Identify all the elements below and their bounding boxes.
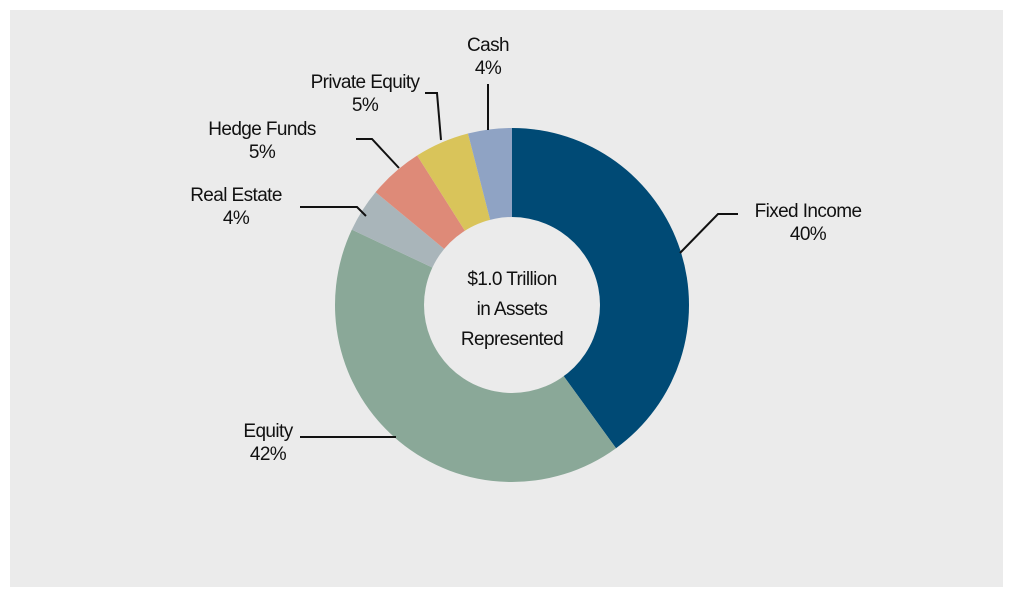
leader-line bbox=[425, 92, 442, 141]
slice-value-label: 5% bbox=[249, 142, 276, 163]
donut-hole bbox=[424, 217, 600, 393]
leader-line bbox=[356, 138, 400, 169]
slice-label: Cash bbox=[467, 35, 509, 56]
slice-label: Fixed Income bbox=[755, 201, 862, 222]
slice bbox=[512, 128, 689, 449]
center-label: $1.0 Trillion bbox=[467, 269, 556, 290]
slice-value-label: 4% bbox=[223, 208, 250, 229]
slice-value-label: 40% bbox=[790, 224, 827, 245]
slice-label: Real Estate bbox=[190, 185, 282, 206]
slice-value-label: 5% bbox=[352, 95, 379, 116]
leader-line bbox=[679, 213, 738, 254]
center-label: in Assets bbox=[477, 299, 548, 320]
slice-value-label: 42% bbox=[250, 444, 287, 465]
leader-line bbox=[300, 206, 367, 217]
center-label: Represented bbox=[461, 329, 563, 350]
slice-label: Equity bbox=[243, 421, 293, 442]
slice-value-label: 4% bbox=[475, 58, 502, 79]
slice-label: Hedge Funds bbox=[208, 119, 316, 140]
slice-label: Private Equity bbox=[311, 72, 421, 93]
